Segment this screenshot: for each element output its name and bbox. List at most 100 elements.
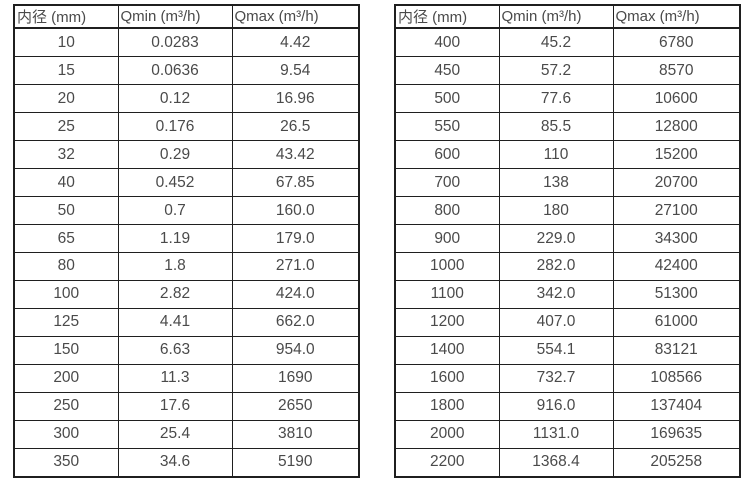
data-cell: 80 [13,251,119,281]
table-row: 2200 1368.4 205258 [394,447,741,478]
data-cell: 32 [13,140,119,170]
data-cell: 1600 [394,363,500,393]
data-cell: 25 [13,112,119,142]
data-cell: 2200 [394,447,500,478]
data-cell: 27100 [612,196,741,226]
table-row: 15 0.0636 9.54 [13,56,360,86]
data-cell: 1800 [394,391,500,421]
data-cell: 954.0 [231,335,360,365]
table-row: 1400 554.1 83121 [394,335,741,365]
data-cell: 700 [394,168,500,198]
data-cell: 4.41 [117,307,233,337]
data-cell: 0.29 [117,140,233,170]
data-cell: 110 [498,140,614,170]
table-row: 100 2.82 424.0 [13,279,360,309]
header-cell: 内径 (mm) [394,4,500,29]
data-cell: 11.3 [117,363,233,393]
table-row: 32 0.29 43.42 [13,140,360,170]
data-cell: 1100 [394,279,500,309]
data-cell: 108566 [612,363,741,393]
data-cell: 271.0 [231,251,360,281]
data-cell: 8570 [612,56,741,86]
table-row: 50 0.7 160.0 [13,196,360,226]
table-row: 450 57.2 8570 [394,56,741,86]
data-cell: 1131.0 [498,419,614,449]
table-row: 800 180 27100 [394,196,741,226]
data-cell: 20 [13,84,119,114]
data-cell: 0.7 [117,196,233,226]
data-cell: 40 [13,168,119,198]
table-row: 150 6.63 954.0 [13,335,360,365]
data-cell: 2.82 [117,279,233,309]
data-cell: 0.12 [117,84,233,114]
data-cell: 900 [394,224,500,253]
data-cell: 10 [13,27,119,58]
data-cell: 800 [394,196,500,226]
data-cell: 6780 [612,27,741,58]
flow-rate-tables: 内径 (mm) Qmin (m³/h) Qmax (m³/h) 10 0.0283 4.4… [13,4,741,478]
table-row: 80 1.8 271.0 [13,251,360,281]
data-cell: 160.0 [231,196,360,226]
data-cell: 137404 [612,391,741,421]
header-row: 内径 (mm) Qmin (m³/h) Qmax (m³/h) [13,4,360,29]
data-cell: 150 [13,335,119,365]
data-cell: 424.0 [231,279,360,309]
data-cell: 45.2 [498,27,614,58]
data-cell: 0.0636 [117,56,233,86]
table-row: 900 229.0 34300 [394,224,741,253]
data-cell: 51300 [612,279,741,309]
data-cell: 342.0 [498,279,614,309]
data-cell: 65 [13,224,119,253]
header-cell: 内径 (mm) [13,4,119,29]
data-cell: 3810 [231,419,360,449]
data-cell: 57.2 [498,56,614,86]
data-cell: 2000 [394,419,500,449]
data-cell: 407.0 [498,307,614,337]
data-cell: 61000 [612,307,741,337]
table-row: 65 1.19 179.0 [13,224,360,253]
data-cell: 15200 [612,140,741,170]
header-cell: Qmax (m³/h) [612,4,741,29]
data-cell: 25.4 [117,419,233,449]
table-row: 1200 407.0 61000 [394,307,741,337]
data-cell: 205258 [612,447,741,478]
data-cell: 1.19 [117,224,233,253]
data-cell: 500 [394,84,500,114]
data-cell: 400 [394,27,500,58]
header-cell: Qmin (m³/h) [498,4,614,29]
data-cell: 732.7 [498,363,614,393]
data-cell: 16.96 [231,84,360,114]
data-cell: 34.6 [117,447,233,478]
data-cell: 0.452 [117,168,233,198]
header-cell: Qmin (m³/h) [117,4,233,29]
data-cell: 26.5 [231,112,360,142]
table-row: 1800 916.0 137404 [394,391,741,421]
data-cell: 4.42 [231,27,360,58]
data-cell: 5190 [231,447,360,478]
table-row: 300 25.4 3810 [13,419,360,449]
data-cell: 554.1 [498,335,614,365]
table-row: 20 0.12 16.96 [13,84,360,114]
table-row: 400 45.2 6780 [394,27,741,58]
data-cell: 1690 [231,363,360,393]
header-cell: Qmax (m³/h) [231,4,360,29]
data-cell: 229.0 [498,224,614,253]
data-cell: 350 [13,447,119,478]
data-cell: 1368.4 [498,447,614,478]
data-cell: 6.63 [117,335,233,365]
data-cell: 77.6 [498,84,614,114]
data-cell: 300 [13,419,119,449]
data-cell: 20700 [612,168,741,198]
data-cell: 17.6 [117,391,233,421]
table-row: 1600 732.7 108566 [394,363,741,393]
data-cell: 100 [13,279,119,309]
data-cell: 50 [13,196,119,226]
table-row: 600 110 15200 [394,140,741,170]
table-row: 2000 1131.0 169635 [394,419,741,449]
data-cell: 138 [498,168,614,198]
table-row: 1000 282.0 42400 [394,251,741,281]
table-row: 350 34.6 5190 [13,447,360,478]
table-row: 200 11.3 1690 [13,363,360,393]
header-row: 内径 (mm) Qmin (m³/h) Qmax (m³/h) [394,4,741,29]
data-cell: 15 [13,56,119,86]
